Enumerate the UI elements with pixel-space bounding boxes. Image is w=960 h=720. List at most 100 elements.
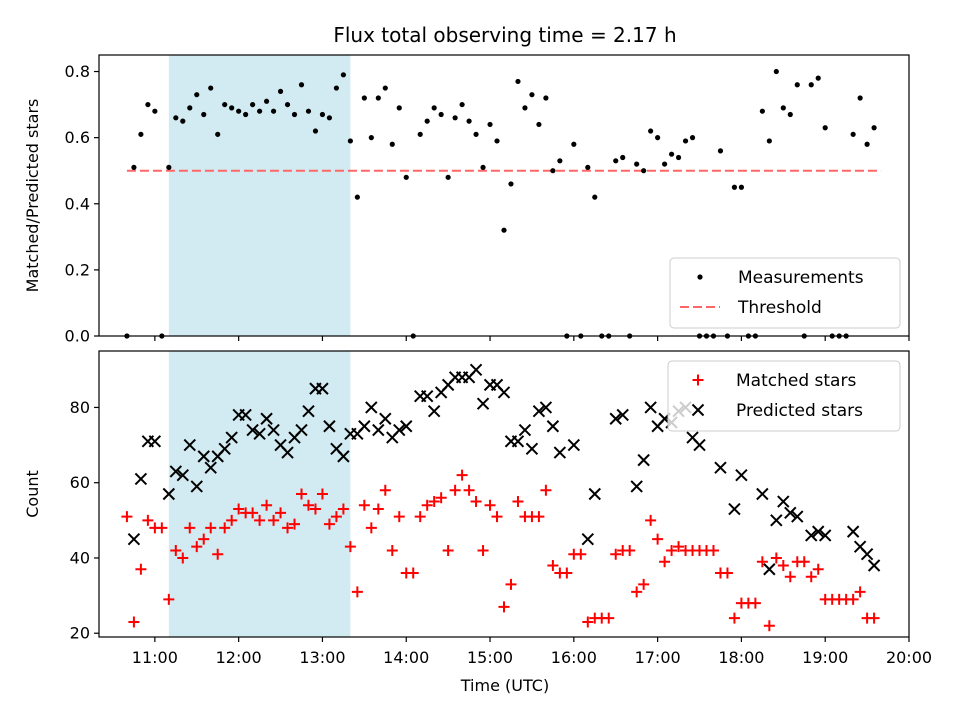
data-point — [536, 121, 542, 128]
data-point — [512, 496, 524, 508]
data-point — [289, 518, 301, 530]
chart-title: Flux total observing time = 2.17 h — [333, 23, 676, 47]
data-point — [382, 85, 388, 91]
legend-label: Predicted stars — [736, 401, 863, 421]
data-point — [138, 131, 144, 137]
y-axis-label: Matched/Predicted stars — [23, 99, 42, 293]
data-point — [846, 525, 860, 538]
data-point — [731, 184, 738, 190]
data-point — [427, 405, 441, 418]
data-point — [592, 194, 598, 200]
data-point — [379, 412, 392, 425]
data-point — [148, 435, 162, 448]
data-point — [134, 472, 148, 486]
data-point — [197, 450, 210, 463]
data-point — [644, 401, 657, 414]
legend-frame — [667, 360, 901, 432]
data-point — [662, 161, 668, 167]
data-point — [505, 578, 517, 590]
y-tick-label: 80 — [70, 398, 90, 417]
data-point — [805, 571, 817, 583]
series-matched-stars — [121, 469, 880, 632]
data-point — [375, 95, 381, 101]
data-point — [291, 111, 298, 118]
plot-layer: 0.0 0.2 0.4 0.6 0.8 Matched/Predicted stars Me… — [23, 54, 932, 667]
data-point — [354, 194, 360, 200]
data-point — [501, 227, 507, 233]
x-tick-label: 15:00 — [467, 648, 513, 667]
data-point — [421, 499, 433, 511]
series-predicted-stars — [127, 363, 881, 576]
data-point — [645, 514, 657, 526]
data-point — [215, 131, 221, 137]
data-point — [689, 135, 696, 141]
data-point — [659, 556, 671, 568]
data-point — [163, 593, 175, 605]
data-point — [805, 529, 818, 542]
data-point — [498, 601, 510, 613]
data-point — [407, 567, 419, 579]
data-point — [822, 125, 828, 131]
data-point — [162, 487, 176, 501]
data-point — [386, 544, 398, 556]
y-tick-label: 20 — [70, 624, 90, 643]
data-point — [766, 138, 772, 144]
data-point — [267, 423, 280, 437]
data-point — [770, 514, 783, 527]
data-point — [445, 174, 451, 180]
data-point — [666, 544, 678, 556]
data-point — [550, 168, 556, 174]
data-point — [780, 105, 786, 111]
data-point — [333, 85, 340, 91]
data-point — [347, 138, 353, 144]
data-point — [655, 135, 661, 141]
data-point — [582, 616, 594, 628]
data-point — [540, 484, 552, 496]
data-point — [756, 487, 769, 501]
data-point — [218, 442, 231, 456]
data-point — [229, 105, 235, 111]
data-point — [326, 115, 333, 121]
data-point — [358, 499, 370, 511]
data-point — [728, 612, 740, 624]
data-point — [620, 154, 626, 161]
data-point — [624, 544, 636, 556]
data-point — [749, 597, 761, 609]
data-point — [166, 164, 172, 170]
data-point — [257, 108, 263, 114]
data-point — [547, 560, 559, 571]
data-point — [309, 503, 321, 515]
data-point — [243, 111, 249, 118]
data-point — [222, 101, 228, 108]
data-point — [393, 511, 405, 523]
y-tick-label: 40 — [70, 548, 90, 567]
legend-label: Measurements — [738, 268, 864, 288]
data-point — [316, 488, 328, 500]
data-point — [205, 522, 217, 534]
data-point — [857, 95, 863, 101]
axes-frame — [98, 54, 910, 337]
data-point — [721, 567, 733, 579]
panel-2: 20 40 60 80 11:00 12:00 13:00 14:00 15:00 16:00 17… — [23, 350, 932, 667]
data-point — [546, 420, 560, 433]
data-point — [815, 75, 821, 81]
data-point — [652, 533, 664, 545]
data-point — [561, 567, 573, 579]
x-tick-label: 14:00 — [383, 648, 429, 667]
data-point — [693, 438, 706, 452]
data-point — [212, 548, 224, 560]
data-point — [187, 105, 193, 111]
data-point — [759, 108, 765, 114]
data-point — [487, 121, 493, 128]
data-point — [254, 514, 266, 526]
data-point — [260, 412, 273, 425]
y-tick-label: 0.4 — [65, 194, 90, 213]
data-point — [637, 453, 650, 467]
data-point — [365, 401, 378, 414]
data-point — [707, 544, 719, 556]
data-point — [337, 503, 349, 515]
y-tick-label: 0.6 — [65, 128, 90, 147]
data-point — [854, 586, 866, 598]
